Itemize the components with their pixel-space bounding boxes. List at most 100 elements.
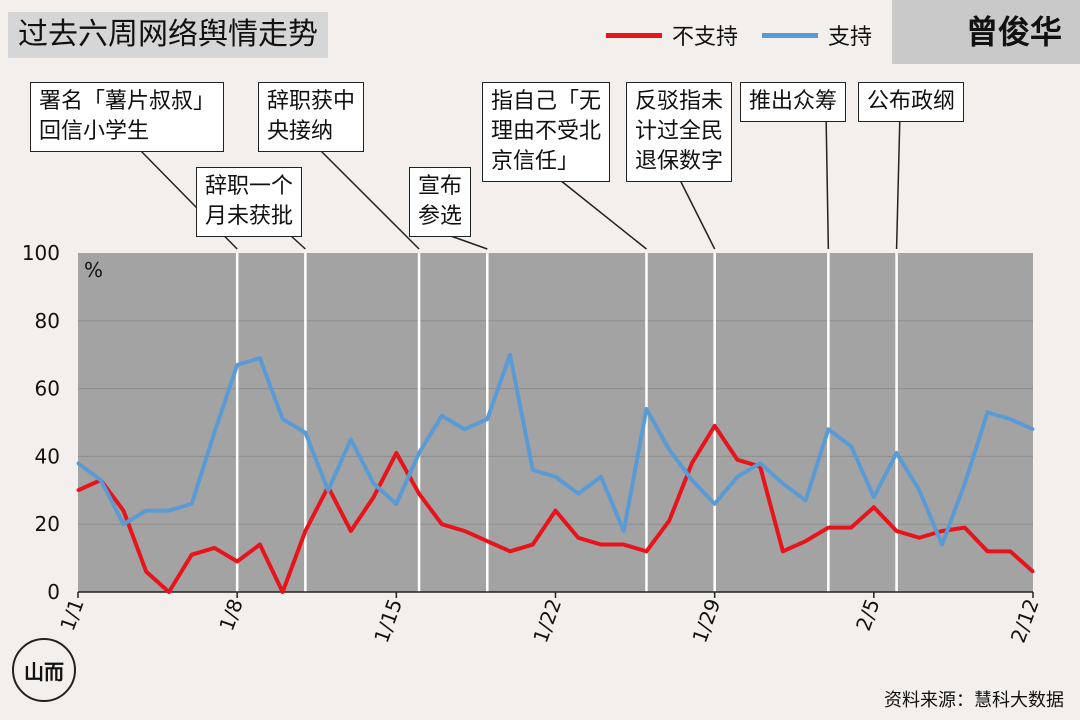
data-point-support [121,522,125,526]
data-point-support [281,417,285,421]
data-point-oppose [417,492,421,496]
x-tick-label: 1/29 [687,596,725,646]
data-point-support [644,407,648,411]
data-point-support [599,475,603,479]
data-point-oppose [554,509,557,513]
data-point-oppose [917,536,921,540]
data-point-support [303,431,307,435]
annotation-leader [679,179,716,250]
data-point-oppose [440,522,444,526]
data-point-support [713,502,717,506]
data-point-oppose [781,549,785,553]
annotation-leader [895,111,901,250]
data-point-oppose [531,543,535,547]
data-point-oppose [644,549,648,553]
annotation-leader [447,234,488,250]
annotation-leader [825,111,830,250]
data-point-support [485,417,489,421]
data-point-oppose [872,505,876,509]
data-point-support [804,498,808,502]
data-point-support [394,502,398,506]
data-point-support [690,478,694,482]
data-point-support [76,461,80,465]
data-point-support [963,482,967,486]
annotation-8: 公布政纲 [858,82,965,122]
data-point-oppose [463,529,467,533]
data-point-oppose [986,549,990,553]
data-point-oppose [485,539,489,543]
data-point-support [326,488,330,492]
annotation-5: 指自己「无 理由不受北 京信任」 [482,82,611,182]
annotation-7: 推出众筹 [740,82,847,122]
data-point-oppose [212,546,216,550]
x-tick-label: 2/12 [1006,596,1044,646]
data-point-oppose [235,559,239,563]
annotation-2: 辞职一个 月未获批 [196,167,303,237]
data-point-support [940,543,944,547]
data-point-support [667,448,671,452]
data-point-support [167,509,171,513]
annotation-6: 反驳指未 计过全民 退保数字 [626,82,733,182]
person-name: 曾俊华 [892,0,1080,64]
data-point-support [826,427,830,431]
data-point-oppose [804,539,808,543]
data-point-oppose [895,529,899,533]
data-point-support [372,482,376,486]
data-point-oppose [690,461,694,465]
data-point-oppose [281,590,285,594]
data-point-support [417,451,421,455]
data-point-support [781,482,785,486]
data-point-support [895,451,899,455]
data-point-support [463,427,467,431]
data-point-oppose [826,526,830,530]
annotation-1: 署名「薯片叔叔」 回信小学生 [30,82,225,152]
x-tick-label: 1/22 [528,596,566,646]
data-point-oppose [303,529,307,533]
data-point-oppose [713,424,717,428]
data-point-support [144,509,148,513]
legend-label-support: 支持 [828,25,873,50]
x-tick-label: 2/5 [851,596,885,634]
chart-title: 过去六周网络舆情走势 [8,12,328,58]
y-tick-label: 60 [35,377,60,401]
data-point-support [554,475,557,479]
data-point-oppose [576,536,580,540]
source-note: 资料来源：慧科大数据 [884,690,1064,711]
data-point-support [508,353,512,357]
data-point-oppose [849,526,853,530]
data-point-oppose [735,458,739,462]
annotation-leader [559,179,647,250]
legend-label-oppose: 不支持 [672,25,739,50]
data-point-support [1031,427,1035,431]
data-point-support [190,502,194,506]
data-point-support [349,437,353,441]
data-point-oppose [963,526,967,530]
data-point-oppose [258,543,262,547]
data-point-support [576,492,580,496]
x-tick-label: 1/1 [55,596,89,634]
annotation-leader [319,149,420,250]
data-point-oppose [372,495,376,499]
x-tick-label: 1/8 [214,596,248,634]
annotation-3: 辞职获中 央接纳 [258,82,365,152]
y-unit-label: % [84,258,103,282]
y-tick-label: 80 [35,309,60,333]
data-point-support [99,478,103,482]
legend-swatch-support [762,32,818,38]
data-point-oppose [144,570,148,574]
data-point-oppose [667,519,671,523]
data-point-support [531,468,535,472]
data-point-support [986,410,990,414]
data-point-oppose [1031,570,1035,574]
legend-item-oppose: 不支持 [606,18,738,52]
data-point-oppose [121,509,125,513]
x-tick-label: 1/15 [369,596,407,646]
data-point-support [235,363,239,367]
data-point-oppose [190,553,194,557]
y-tick-label: 40 [35,444,60,468]
annotation-4: 宣布 参选 [409,167,472,237]
data-point-oppose [508,549,512,553]
y-tick-label: 100 [22,241,60,265]
legend-swatch-oppose [606,32,662,38]
